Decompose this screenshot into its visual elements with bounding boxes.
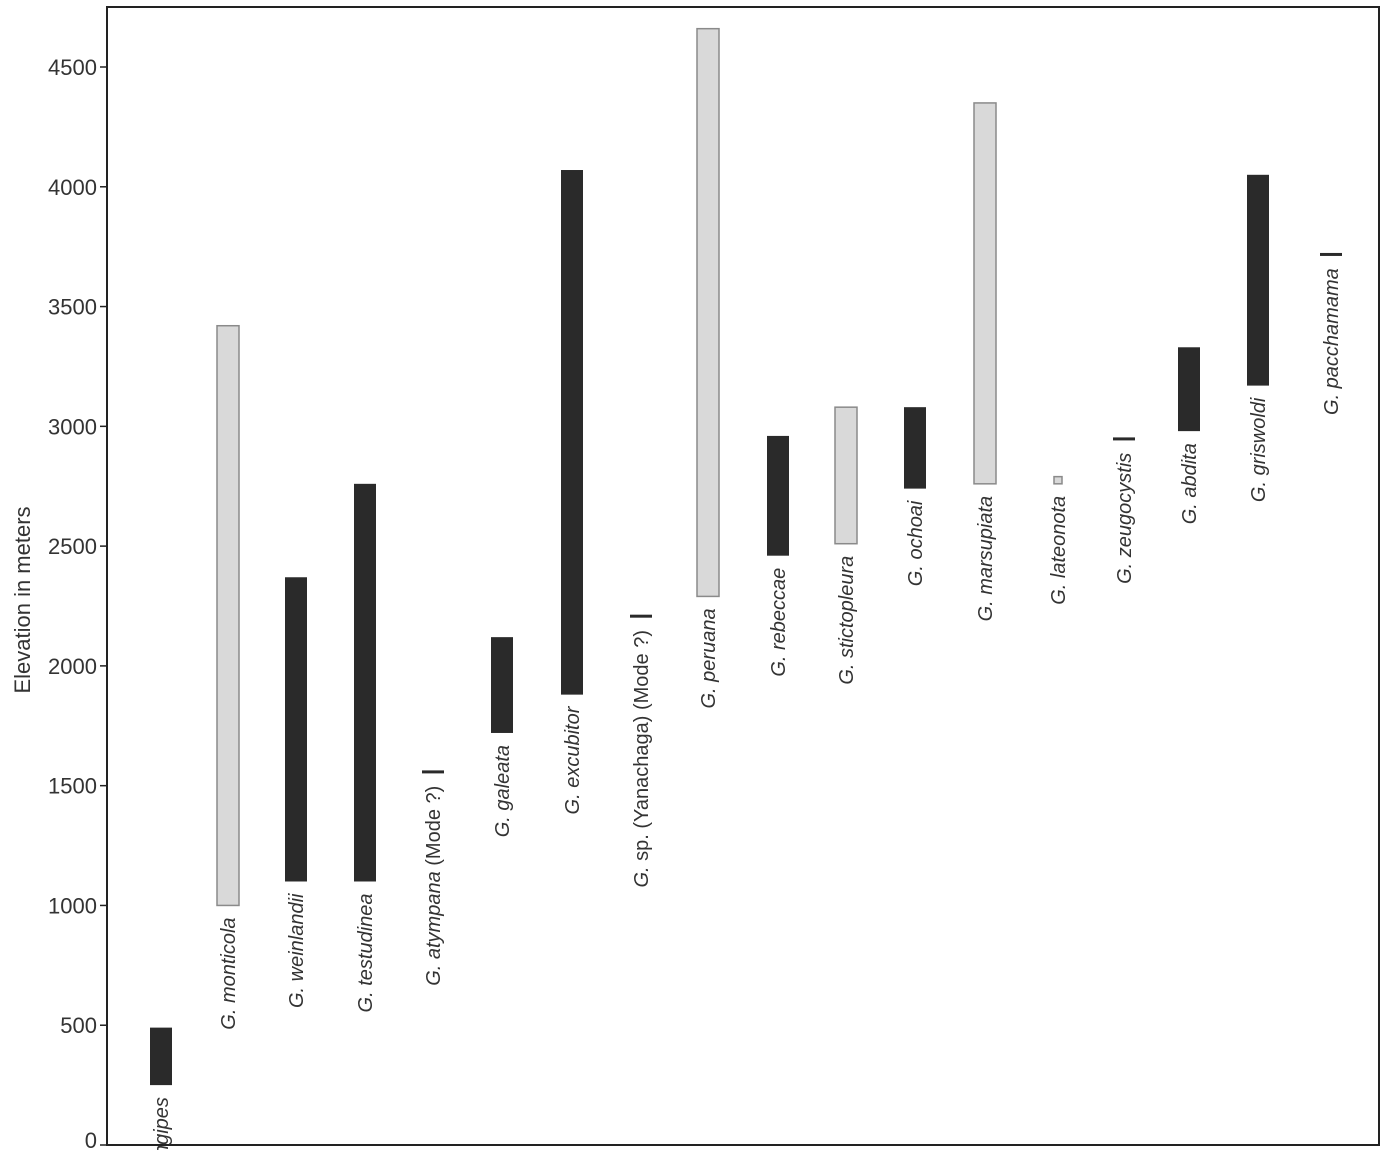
species-label: G. lateonota xyxy=(1048,496,1070,605)
species-label: G. sp. (Yanachaga) (Mode ?) xyxy=(631,630,653,888)
range-bar xyxy=(767,435,789,556)
y-tick-label: 1000 xyxy=(48,893,97,918)
range-bar xyxy=(834,406,858,545)
species-name: G. stictopleura xyxy=(836,556,858,685)
species-name: G. abdita xyxy=(1179,443,1201,524)
y-axis-label: Elevation in meters xyxy=(10,506,35,693)
species-label: G. weinlandii xyxy=(286,893,308,1008)
species-name: G. lateonota xyxy=(1048,496,1070,605)
y-tick-label: 4500 xyxy=(48,55,97,80)
species-label: G. peruana xyxy=(698,608,720,708)
range-bar xyxy=(491,637,513,733)
species-label: G. zeugocystis xyxy=(1114,453,1136,584)
species-note: sp. (Yanachaga) (Mode ?) xyxy=(631,630,653,866)
species-name: G longipes xyxy=(151,1097,173,1150)
species-label: G. pacchamama xyxy=(1321,268,1343,415)
range-bar xyxy=(973,102,997,485)
y-axis: 0 500 1000 1500 2000 2500 3000 3500 4000 4500 xyxy=(48,55,107,1150)
y-tick-label: 500 xyxy=(60,1013,97,1038)
range-bar xyxy=(422,770,444,774)
range-bar xyxy=(1320,252,1342,256)
y-tick-label: 3500 xyxy=(48,295,97,320)
range-bar xyxy=(1053,475,1063,485)
y-tick-label: 0 xyxy=(85,1128,97,1150)
y-tick-label: 1500 xyxy=(48,774,97,799)
species-label: G. excubitor xyxy=(562,705,584,814)
species-label: G. monticola xyxy=(218,917,240,1029)
range-bar xyxy=(216,324,240,907)
species-label: G. abdita xyxy=(1179,443,1201,524)
y-tick-label: 2000 xyxy=(48,654,97,679)
species-name: G. testudinea xyxy=(355,893,377,1012)
range-bar xyxy=(1247,174,1269,386)
range-bar xyxy=(285,577,307,882)
species-label: G. galeata xyxy=(492,745,514,837)
range-bar xyxy=(696,27,720,598)
y-tick-label: 2500 xyxy=(48,534,97,559)
species-name: G. marsupiata xyxy=(975,496,997,622)
y-tick-label: 3000 xyxy=(48,414,97,439)
species-name: G. ochoai xyxy=(905,500,927,586)
species-labels: G longipes G. monticola G. weinlandii G. te… xyxy=(151,268,1343,1150)
species-name: G. rebeccae xyxy=(768,568,790,677)
range-bars xyxy=(150,27,1342,1086)
species-name: G. peruana xyxy=(698,608,720,708)
range-bar xyxy=(150,1027,172,1086)
plot-frame xyxy=(106,6,1380,1146)
species-label: G. marsupiata xyxy=(975,496,997,622)
species-name: G. griswoldi xyxy=(1248,397,1270,502)
species-label: G. griswoldi xyxy=(1248,397,1270,502)
range-bar xyxy=(1178,347,1200,432)
range-bar xyxy=(354,483,376,882)
species-name: G. galeata xyxy=(492,745,514,837)
species-label: G longipes xyxy=(151,1097,173,1150)
species-label: G. stictopleura xyxy=(836,556,858,685)
species-name: G. excubitor xyxy=(562,705,584,814)
range-bar xyxy=(904,407,926,489)
species-name: G. xyxy=(631,866,653,887)
range-bar xyxy=(561,170,583,695)
y-tick-label: 4000 xyxy=(48,175,97,200)
species-label: G. ochoai xyxy=(905,500,927,586)
species-name: G. monticola xyxy=(218,917,240,1029)
species-name: G. pacchamama xyxy=(1321,268,1343,415)
species-label: G. atympana (Mode ?) xyxy=(423,786,445,986)
species-label: G. testudinea xyxy=(355,893,377,1012)
species-name: G. weinlandii xyxy=(286,893,308,1008)
species-label: G. rebeccae xyxy=(768,568,790,677)
range-bar xyxy=(630,614,652,618)
species-name: G. zeugocystis xyxy=(1114,453,1136,584)
species-note: (Mode ?) xyxy=(423,786,445,872)
range-bar xyxy=(1113,437,1135,441)
species-name: G. atympana xyxy=(423,871,445,986)
